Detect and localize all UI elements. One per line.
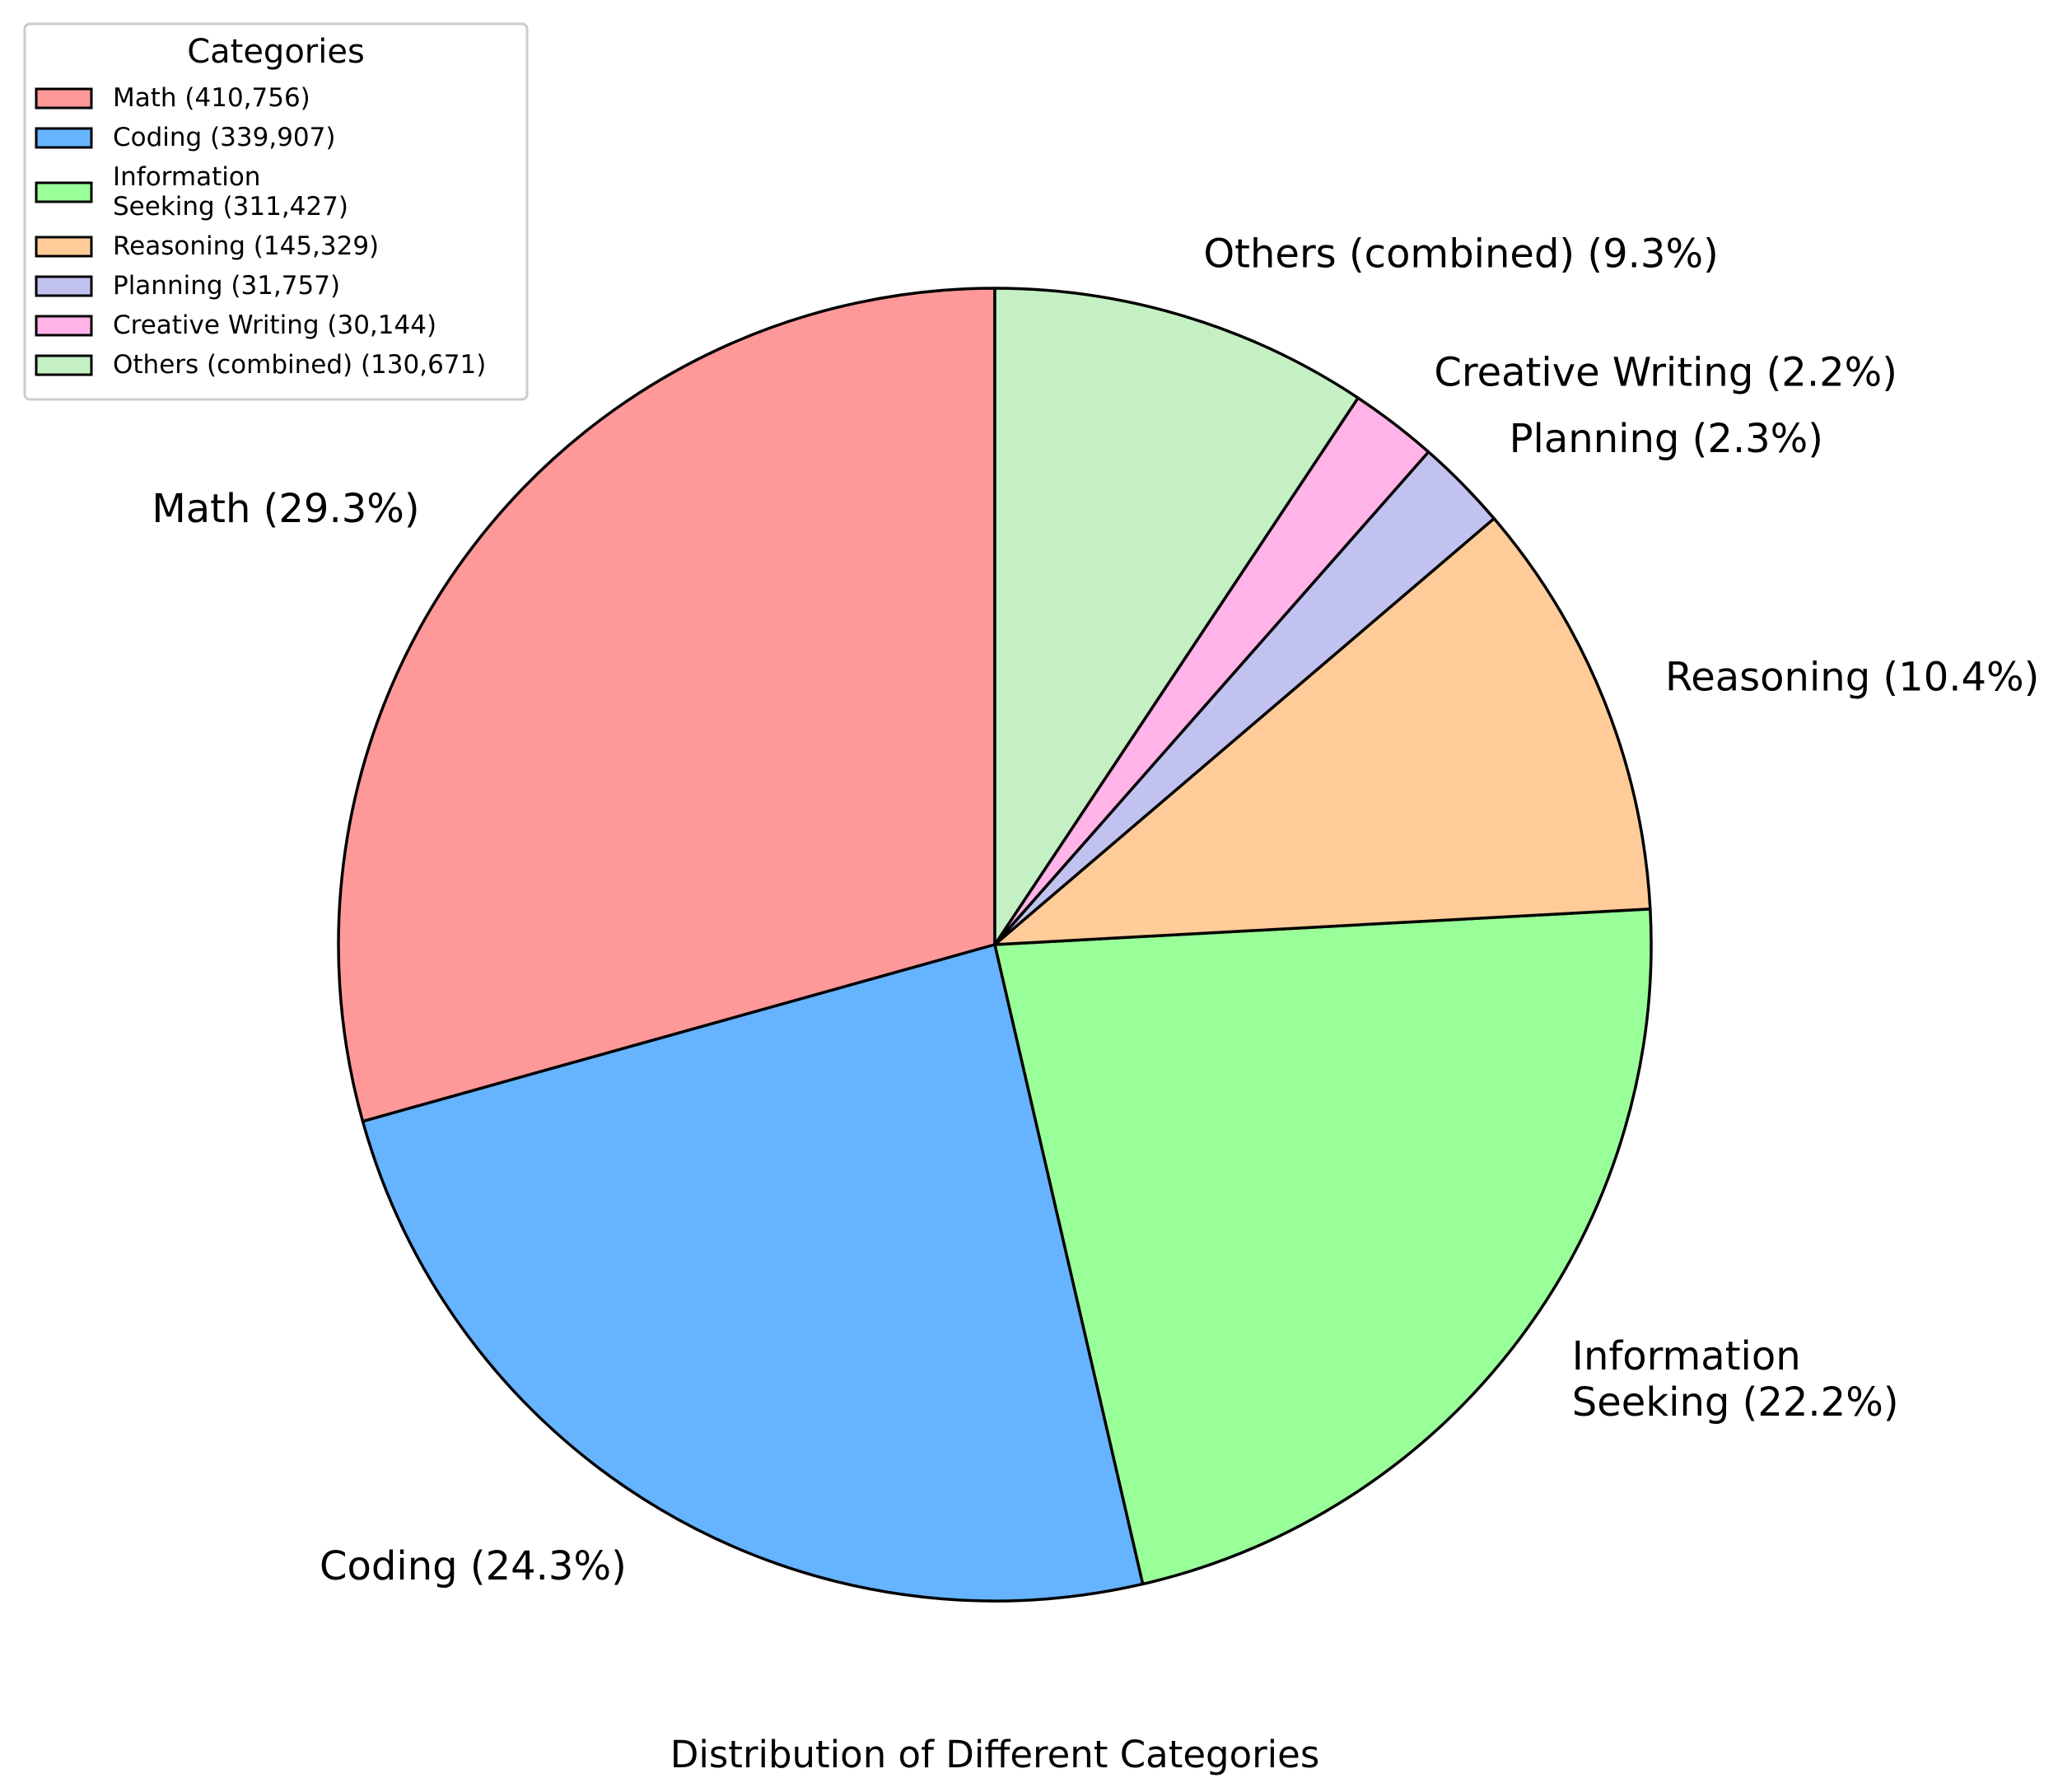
slice-label-line: Reasoning (10.4%) bbox=[1665, 655, 2039, 701]
legend-swatch-5 bbox=[35, 275, 93, 297]
legend-label-1: Math (410,756) bbox=[113, 83, 310, 113]
legend-label-line: Others (combined) (130,671) bbox=[113, 350, 486, 380]
legend: Categories Math (410,756) Coding (339,907… bbox=[23, 22, 529, 401]
legend-swatch-3 bbox=[35, 181, 93, 203]
legend-label-6: Creative Writing (30,144) bbox=[113, 310, 436, 340]
slice-label-2: Coding (24.3%) bbox=[320, 1543, 627, 1589]
slice-label-6: Creative Writing (2.2%) bbox=[1434, 349, 1897, 395]
pie-slice-3 bbox=[993, 908, 1653, 1586]
legend-swatch-2 bbox=[35, 127, 93, 149]
slice-label-line: Creative Writing (2.2%) bbox=[1434, 349, 1897, 395]
slice-label-line: Coding (24.3%) bbox=[320, 1543, 627, 1589]
legend-swatch-4 bbox=[35, 236, 93, 258]
slice-label-line: Planning (2.3%) bbox=[1510, 416, 1823, 462]
pie-slice-7 bbox=[993, 287, 1360, 946]
legend-label-7: Others (combined) (130,671) bbox=[113, 350, 486, 380]
slice-label-4: Reasoning (10.4%) bbox=[1665, 655, 2039, 701]
slice-label-5: Planning (2.3%) bbox=[1510, 416, 1823, 462]
legend-label-line: Math (410,756) bbox=[113, 83, 310, 113]
slice-label-line: Seeking (22.2%) bbox=[1572, 1379, 1899, 1426]
legend-items: Math (410,756) Coding (339,907) Informatio… bbox=[35, 83, 486, 380]
legend-label-line: Seeking (311,427) bbox=[113, 192, 348, 222]
pie-slice-4 bbox=[993, 516, 1652, 946]
legend-label-line: Coding (339,907) bbox=[113, 123, 335, 152]
legend-label-line: Planning (31,757) bbox=[113, 271, 340, 301]
chart-title: Distribution of Different Categories bbox=[670, 1733, 1320, 1776]
legend-label-2: Coding (339,907) bbox=[113, 123, 335, 152]
slice-label-1: Math (29.3%) bbox=[152, 486, 419, 532]
legend-label-5: Planning (31,757) bbox=[113, 271, 340, 301]
legend-title: Categories bbox=[187, 33, 365, 71]
pie-slice-2 bbox=[361, 943, 1145, 1603]
legend-label-line: Reasoning (145,329) bbox=[113, 231, 379, 261]
pie-slices bbox=[337, 287, 1653, 1603]
slice-labels: Math (29.3%) Coding (24.3%) Information See… bbox=[152, 231, 2039, 1589]
slice-label-3: Information Seeking (22.2%) bbox=[1572, 1333, 1899, 1426]
slice-label-7: Others (combined) (9.3%) bbox=[1203, 231, 1718, 278]
legend-frame bbox=[23, 22, 529, 401]
slice-label-line: Information bbox=[1572, 1333, 1801, 1379]
legend-swatch-6 bbox=[35, 315, 93, 337]
slice-label-line: Others (combined) (9.3%) bbox=[1203, 231, 1718, 278]
legend-label-line: Creative Writing (30,144) bbox=[113, 310, 436, 340]
legend-swatch-1 bbox=[35, 87, 93, 110]
legend-label-3: Information Seeking (311,427) bbox=[113, 162, 348, 222]
legend-swatch-7 bbox=[35, 354, 93, 376]
legend-label-line: Information bbox=[113, 162, 260, 192]
pie-slice-1 bbox=[337, 287, 996, 1123]
legend-label-4: Reasoning (145,329) bbox=[113, 231, 379, 261]
slice-label-line: Math (29.3%) bbox=[152, 486, 419, 532]
